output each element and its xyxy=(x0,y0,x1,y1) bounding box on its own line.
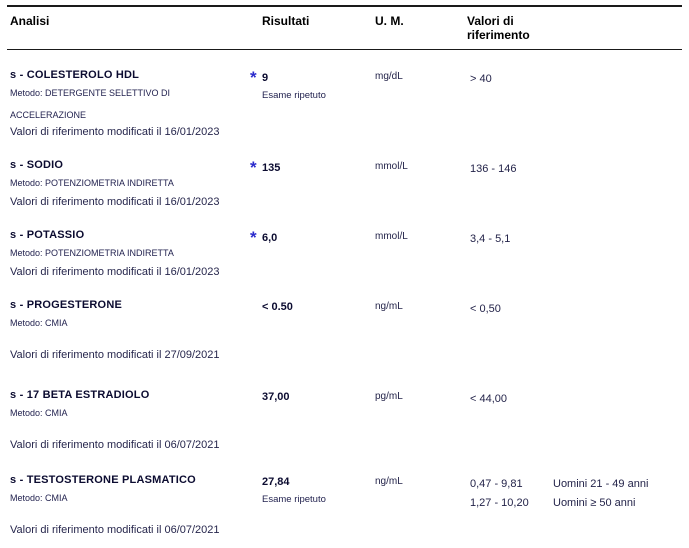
table-header: Analisi Risultati U. M. Valori di riferi… xyxy=(7,5,682,50)
reference-cell: > 40 xyxy=(467,69,553,159)
analysis-name: s - 17 BETA ESTRADIOLO xyxy=(10,389,150,401)
unit-label: mg/dL xyxy=(375,71,403,82)
reference-range: 3,4 - 5,1 xyxy=(470,233,511,245)
result-line: < 0.50 xyxy=(250,299,375,314)
reference-note-cell xyxy=(553,389,682,474)
abnormal-flag-icon: * xyxy=(250,68,257,87)
reference-cell: < 44,00 xyxy=(467,389,553,474)
result-cell: < 0.50 xyxy=(250,299,375,389)
result-value: 27,84 xyxy=(262,476,290,488)
analysis-name: s - TESTOSTERONE PLASMATICO xyxy=(10,474,196,486)
reference-range: > 40 xyxy=(470,73,492,85)
unit-label: pg/mL xyxy=(375,391,403,402)
column-header-risultati: Risultati xyxy=(262,14,310,28)
analysis-cell: s - 17 BETA ESTRADIOLO Metodo: CMIA Valo… xyxy=(7,389,250,474)
reference-cell: 0,47 - 9,81 1,27 - 10,20 xyxy=(467,474,553,548)
result-cell: * 135 xyxy=(250,159,375,229)
reference-update-note: Valori di riferimento modificati il 16/0… xyxy=(10,266,220,278)
reference-update-note: Valori di riferimento modificati il 16/0… xyxy=(10,196,220,208)
result-cell: * 6,0 xyxy=(250,229,375,299)
result-note: Esame ripetuto xyxy=(262,90,326,101)
method-label: Metodo: POTENZIOMETRIA INDIRETTA xyxy=(10,178,174,188)
analysis-name: s - SODIO xyxy=(10,159,64,171)
result-cell: 27,84 Esame ripetuto xyxy=(250,474,375,548)
method-label: Metodo: POTENZIOMETRIA INDIRETTA xyxy=(10,248,174,258)
result-note: Esame ripetuto xyxy=(262,494,326,505)
method-label: Metodo: CMIA xyxy=(10,493,68,503)
reference-cell: < 0,50 xyxy=(467,299,553,389)
lab-report: Analisi Risultati U. M. Valori di riferi… xyxy=(7,5,682,548)
analysis-cell: s - POTASSIO Metodo: POTENZIOMETRIA INDI… xyxy=(7,229,250,299)
abnormal-flag-icon: * xyxy=(250,158,257,177)
unit-label: mmol/L xyxy=(375,231,408,242)
result-line: * 6,0 xyxy=(250,228,375,247)
reference-update-note: Valori di riferimento modificati il 27/0… xyxy=(10,349,220,361)
reference-update-note: Valori di riferimento modificati il 06/0… xyxy=(10,439,220,451)
analysis-cell: s - COLESTEROLO HDL Metodo: DETERGENTE S… xyxy=(7,69,250,159)
result-line: * 135 xyxy=(250,158,375,177)
analysis-name: s - POTASSIO xyxy=(10,229,85,241)
unit-label: ng/mL xyxy=(375,476,403,487)
result-value: < 0.50 xyxy=(262,301,293,313)
reference-cell: 136 - 146 xyxy=(467,159,553,229)
reference-range: 0,47 - 9,81 xyxy=(470,478,523,490)
reference-cell: 3,4 - 5,1 xyxy=(467,229,553,299)
lab-row-colesterolo-hdl: s - COLESTEROLO HDL Metodo: DETERGENTE S… xyxy=(7,69,682,159)
result-value: 37,00 xyxy=(262,391,290,403)
method-label: Metodo: CMIA xyxy=(10,318,68,328)
reference-note-cell xyxy=(553,69,682,159)
result-line: * 9 xyxy=(250,68,375,87)
reference-range: < 44,00 xyxy=(470,393,508,405)
method-label: Metodo: CMIA xyxy=(10,408,68,418)
abnormal-flag-icon: * xyxy=(250,228,257,247)
reference-note-cell: Uomini 21 - 49 anni Uomini ≥ 50 anni xyxy=(553,474,682,548)
unit-label: ng/mL xyxy=(375,301,403,312)
reference-update-note: Valori di riferimento modificati il 16/0… xyxy=(10,126,220,138)
reference-range: 136 - 146 xyxy=(470,163,517,175)
analysis-cell: s - PROGESTERONE Metodo: CMIA Valori di … xyxy=(7,299,250,389)
result-line: 27,84 xyxy=(250,474,375,489)
result-cell: 37,00 xyxy=(250,389,375,474)
result-value: 135 xyxy=(262,162,281,174)
analysis-name: s - COLESTEROLO HDL xyxy=(10,69,140,81)
reference-range-2: 1,27 - 10,20 xyxy=(470,497,529,509)
reference-age-note: Uomini 21 - 49 anni xyxy=(553,478,649,490)
column-header-spacer xyxy=(553,14,682,42)
reference-note-cell xyxy=(553,229,682,299)
reference-age-note-2: Uomini ≥ 50 anni xyxy=(553,497,636,509)
column-header-analisi: Analisi xyxy=(10,14,50,28)
lab-row-potassio: s - POTASSIO Metodo: POTENZIOMETRIA INDI… xyxy=(7,229,682,299)
lab-row-sodio: s - SODIO Metodo: POTENZIOMETRIA INDIRET… xyxy=(7,159,682,229)
analysis-cell: s - TESTOSTERONE PLASMATICO Metodo: CMIA… xyxy=(7,474,250,548)
method-label: Metodo: DETERGENTE SELETTIVO DI ACCELERA… xyxy=(10,88,171,120)
reference-range: < 0,50 xyxy=(470,303,501,315)
reference-update-note: Valori di riferimento modificati il 06/0… xyxy=(10,524,220,536)
unit-label: mmol/L xyxy=(375,161,408,172)
reference-note-cell xyxy=(553,159,682,229)
result-value: 6,0 xyxy=(262,232,278,244)
analysis-name: s - PROGESTERONE xyxy=(10,299,122,311)
lab-row-17-beta-estradiolo: s - 17 BETA ESTRADIOLO Metodo: CMIA Valo… xyxy=(7,389,682,474)
column-header-um: U. M. xyxy=(375,14,404,28)
result-value: 9 xyxy=(262,72,269,84)
lab-row-testosterone-plasmatico: s - TESTOSTERONE PLASMATICO Metodo: CMIA… xyxy=(7,474,682,548)
column-header-riferimento: Valori di riferimento xyxy=(467,14,530,42)
result-line: 37,00 xyxy=(250,389,375,404)
lab-row-progesterone: s - PROGESTERONE Metodo: CMIA Valori di … xyxy=(7,299,682,389)
result-cell: * 9 Esame ripetuto xyxy=(250,69,375,159)
analysis-cell: s - SODIO Metodo: POTENZIOMETRIA INDIRET… xyxy=(7,159,250,229)
reference-note-cell xyxy=(553,299,682,389)
table-body: s - COLESTEROLO HDL Metodo: DETERGENTE S… xyxy=(7,50,682,548)
